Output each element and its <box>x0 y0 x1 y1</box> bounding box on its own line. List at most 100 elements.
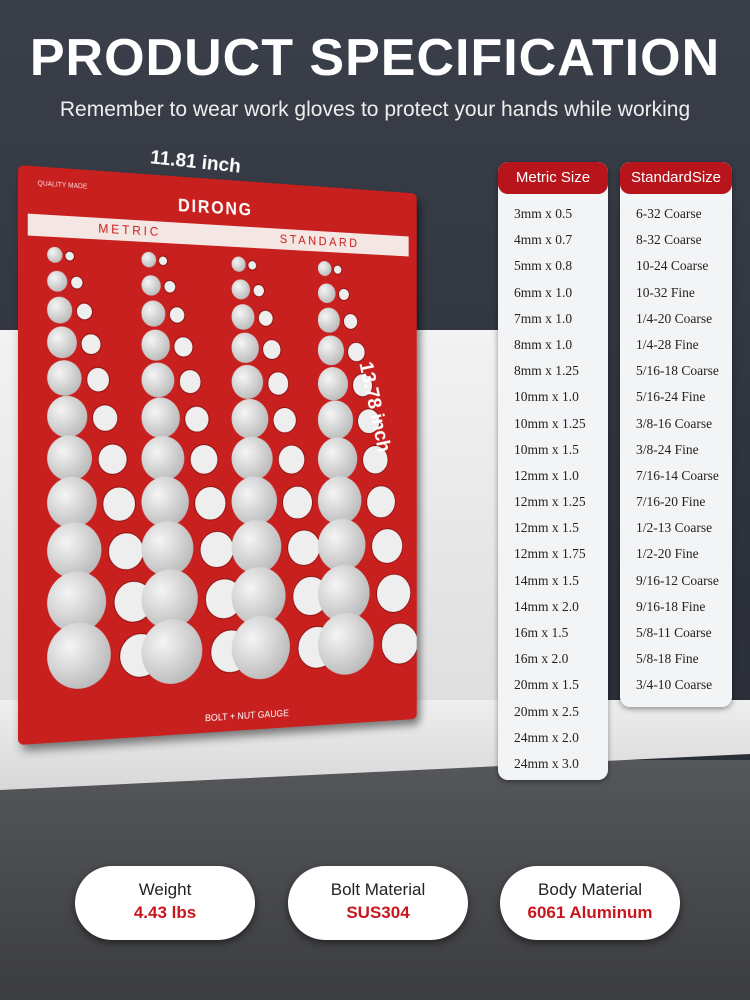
bolt-sample <box>141 274 161 296</box>
standard-size-item: 1/2-13 Coarse <box>636 520 713 536</box>
page-title: PRODUCT SPECIFICATION <box>29 29 721 87</box>
standard-size-item: 5/16-18 Coarse <box>636 363 719 379</box>
metric-size-item: 7mm x 1.0 <box>514 310 573 326</box>
bolt-sample <box>47 434 92 482</box>
spec-weight: Weight 4.43 lbs <box>75 866 255 940</box>
nut-hole <box>80 333 102 356</box>
standard-size-item: 1/4-28 Fine <box>636 336 699 352</box>
nut-hole <box>252 283 266 298</box>
metric-size-item: 20mm x 2.5 <box>514 703 579 719</box>
bolt-sample <box>317 611 374 677</box>
standard-size-item: 10-24 Coarse <box>636 258 709 274</box>
bolt-sample <box>141 251 157 268</box>
bolt-grid <box>47 246 417 714</box>
standard-size-header: StandardSize <box>620 162 732 194</box>
bolt-sample <box>47 477 97 529</box>
nut-hole <box>287 529 321 567</box>
nut-hole <box>163 279 177 294</box>
nut-hole <box>108 532 145 571</box>
standard-size-item: 7/16-14 Coarse <box>636 467 719 483</box>
metric-size-item: 4mm x 0.7 <box>514 232 573 248</box>
bolt-sample <box>317 400 353 440</box>
nut-hole <box>333 264 343 275</box>
bolt-sample <box>317 307 340 333</box>
metric-size-item: 12mm x 1.25 <box>514 494 586 510</box>
metric-size-item: 12mm x 1.0 <box>514 467 579 483</box>
nut-hole <box>342 313 358 331</box>
standard-size-item: 5/16-24 Fine <box>636 389 706 405</box>
nut-hole <box>157 255 169 267</box>
nut-hole <box>189 444 219 476</box>
page-subtitle: Remember to wear work gloves to protect … <box>59 98 691 121</box>
standard-size-item: 10-32 Fine <box>636 284 695 300</box>
bolt-sample <box>47 395 87 438</box>
standard-size-item: 3/4-10 Coarse <box>636 677 713 693</box>
spec-label: Body Material <box>538 880 642 899</box>
nut-hole <box>262 339 282 360</box>
bolt-sample <box>317 282 336 304</box>
nut-hole <box>178 369 202 394</box>
nut-hole <box>376 573 411 614</box>
nut-hole <box>272 406 298 434</box>
bolt-sample <box>317 260 332 277</box>
nut-hole <box>199 530 235 569</box>
spec-bolt-material: Bolt Material SUS304 <box>288 866 468 940</box>
metric-size-item: 24mm x 3.0 <box>514 755 579 771</box>
nut-hole <box>267 371 290 396</box>
nut-hole <box>257 309 274 328</box>
bolt-sample <box>231 476 277 527</box>
brand-logo: DIRONG <box>178 195 253 220</box>
bolt-sample <box>47 296 73 324</box>
metric-size-item: 20mm x 1.5 <box>514 677 579 693</box>
bolt-sample <box>47 246 63 264</box>
standard-size-item: 9/16-18 Fine <box>636 598 706 614</box>
metric-size-item: 5mm x 0.8 <box>514 258 573 274</box>
bolt-sample <box>141 618 203 686</box>
nut-hole <box>173 336 194 358</box>
metric-size-item: 8mm x 1.25 <box>514 363 579 379</box>
bolt-sample <box>317 335 345 366</box>
nut-hole <box>277 444 305 475</box>
nut-hole <box>184 405 210 434</box>
nut-hole <box>371 528 404 565</box>
metric-size-table: Metric Size 3mm x 0.5 4mm x 0.7 5mm x 0.8 6… <box>498 162 608 780</box>
nut-hole <box>366 485 396 519</box>
standard-size-item: 6-32 Coarse <box>636 206 702 221</box>
metric-size-item: 14mm x 2.0 <box>514 598 579 614</box>
metric-size-header: Metric Size <box>498 162 608 194</box>
spec-label: Weight <box>138 880 192 899</box>
nut-hole <box>337 287 350 302</box>
metric-size-item: 16m x 1.5 <box>514 625 569 640</box>
nut-hole <box>347 341 366 363</box>
standard-size-item: 9/16-12 Coarse <box>636 572 719 588</box>
gauge-board-image: QUALITY MADE DIRONG METRIC STANDARD BOLT… <box>18 165 417 745</box>
metric-size-item: 14mm x 1.5 <box>514 572 579 588</box>
bolt-sample <box>231 278 251 300</box>
bolt-sample <box>141 361 175 398</box>
bolt-sample <box>141 329 171 361</box>
metric-size-item: 6mm x 1.0 <box>514 284 573 300</box>
bolt-sample <box>47 326 78 359</box>
metric-size-item: 24mm x 2.0 <box>514 729 579 745</box>
bolt-sample <box>141 435 185 481</box>
metric-size-item: 12mm x 1.75 <box>514 546 586 562</box>
bolt-sample <box>317 366 349 401</box>
spec-value: SUS304 <box>346 903 410 922</box>
metric-size-item: 3mm x 0.5 <box>514 206 573 221</box>
bolt-sample <box>231 332 260 364</box>
standard-size-item: 1/4-20 Coarse <box>636 310 713 326</box>
metric-size-item: 10mm x 1.25 <box>514 415 586 431</box>
metric-size-item: 8mm x 1.0 <box>514 336 573 352</box>
nut-hole <box>194 486 227 521</box>
bolt-sample <box>141 397 180 438</box>
standard-size-item: 3/8-24 Fine <box>636 441 699 457</box>
bolt-sample <box>47 359 83 397</box>
metric-size-item: 10mm x 1.0 <box>514 389 579 405</box>
bolt-sample <box>231 256 246 273</box>
standard-size-item: 5/8-18 Fine <box>636 651 699 667</box>
bolt-sample <box>231 398 268 439</box>
bolt-sample <box>317 476 362 525</box>
metric-size-item: 16m x 2.0 <box>514 651 569 667</box>
bolt-sample <box>317 436 357 481</box>
standard-size-item: 3/8-16 Coarse <box>636 415 713 431</box>
